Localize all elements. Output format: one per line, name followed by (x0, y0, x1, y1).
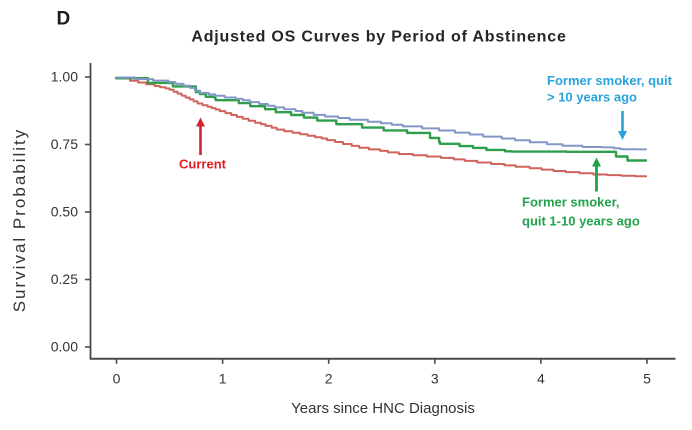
svg-text:5: 5 (643, 371, 651, 387)
svg-text:3: 3 (431, 371, 439, 387)
svg-text:0.25: 0.25 (51, 271, 78, 287)
svg-text:1: 1 (219, 371, 227, 387)
svg-text:4: 4 (537, 371, 545, 387)
svg-text:Former smoker,: Former smoker, (522, 195, 620, 210)
svg-text:quit 1-10 years ago: quit 1-10 years ago (522, 213, 640, 228)
svg-text:Years since HNC Diagnosis: Years since HNC Diagnosis (291, 400, 475, 417)
svg-text:0.50: 0.50 (51, 204, 78, 220)
svg-text:Survival Probability: Survival Probability (10, 128, 29, 313)
svg-text:Former smoker, quit: Former smoker, quit (547, 73, 673, 88)
svg-text:0: 0 (113, 371, 121, 387)
svg-text:1.00: 1.00 (51, 69, 78, 85)
svg-text:0.00: 0.00 (51, 339, 78, 355)
svg-text:0.75: 0.75 (51, 136, 78, 152)
svg-text:Adjusted OS Curves by Period o: Adjusted OS Curves by Period of Abstinen… (191, 29, 566, 46)
svg-text:2: 2 (325, 371, 333, 387)
svg-text:Current: Current (179, 157, 227, 172)
svg-text:D: D (57, 9, 71, 30)
svg-text:> 10 years ago: > 10 years ago (547, 90, 637, 105)
